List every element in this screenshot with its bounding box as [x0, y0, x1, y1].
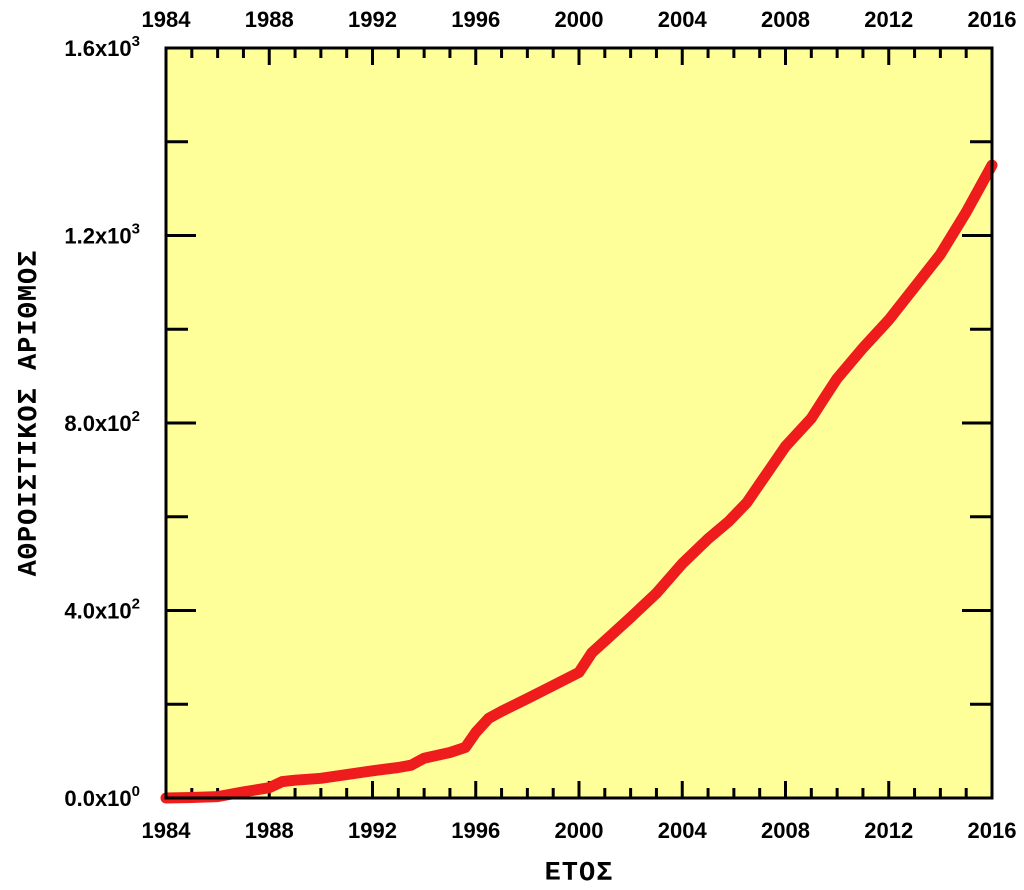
plot-background [166, 48, 992, 798]
x-tick-label-top: 1992 [348, 7, 397, 32]
y-tick-label: 1.2x103 [64, 221, 140, 249]
series-layer [160, 159, 998, 804]
series-line [160, 159, 998, 804]
y-tick-label: 8.0x102 [64, 408, 140, 436]
x-tick-label-top: 2016 [968, 7, 1017, 32]
x-tick-labels-bottom: 1984 1988 1992 1996 2000 2004 2008 2012 2016 [142, 818, 1017, 843]
x-tick-label: 1984 [142, 818, 192, 843]
x-tick-labels-top: 1984 1988 1992 1996 2000 2004 2008 2012 2016 [142, 7, 1017, 32]
y-tick-label: 1.6x103 [64, 33, 140, 61]
x-axis-label: ΕΤΟΣ [545, 859, 614, 889]
y-tick-label: 4.0x102 [64, 596, 140, 624]
y-axis-label: ΑΘΡΟΙΣΤΙΚΟΣ ΑΡΙΘΜΟΣ [15, 250, 45, 577]
x-tick-label: 1996 [451, 818, 500, 843]
y-tick-label: 0.0x100 [64, 783, 140, 811]
x-tick-label-top: 2004 [658, 7, 708, 32]
y-tick-labels: 0.0x100 4.0x102 8.0x102 1.2x103 1.6x103 [64, 33, 140, 811]
x-tick-label-top: 1984 [142, 7, 192, 32]
x-tick-label-top: 1996 [451, 7, 500, 32]
plot-frame [164, 46, 994, 800]
x-tick-label-top: 2008 [761, 7, 810, 32]
x-tick-label: 2000 [555, 818, 604, 843]
x-tick-label: 1988 [245, 818, 294, 843]
x-tick-label: 2008 [761, 818, 810, 843]
x-tick-label-top: 2012 [864, 7, 913, 32]
x-tick-label: 2016 [968, 818, 1017, 843]
x-tick-label: 2012 [864, 818, 913, 843]
x-tick-label-top: 1988 [245, 7, 294, 32]
x-tick-label: 2004 [658, 818, 708, 843]
x-tick-label-top: 2000 [555, 7, 604, 32]
x-tick-label: 1992 [348, 818, 397, 843]
